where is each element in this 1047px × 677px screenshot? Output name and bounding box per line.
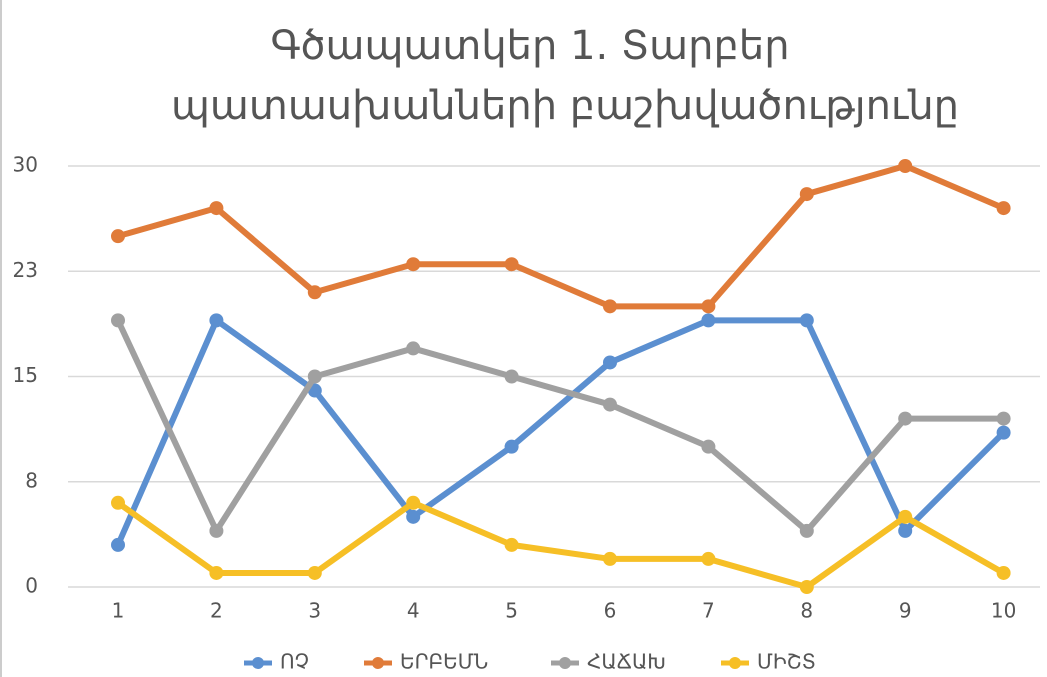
legend-marker	[372, 657, 384, 669]
data-point	[406, 341, 421, 356]
data-point	[799, 523, 814, 538]
data-point	[111, 313, 125, 328]
data-point	[209, 313, 224, 328]
data-point	[111, 537, 125, 552]
y-tick-label: 30	[13, 153, 38, 177]
data-point	[701, 313, 716, 328]
series-line	[115, 163, 1007, 310]
data-point	[996, 425, 1011, 440]
data-point	[898, 159, 913, 173]
data-point	[111, 495, 125, 510]
legend-label: ՈՉ	[280, 650, 309, 674]
data-point	[504, 439, 519, 454]
data-point	[603, 299, 617, 314]
data-point	[898, 509, 913, 524]
data-point	[799, 580, 814, 594]
x-tick-label: 3	[308, 599, 321, 623]
data-point	[209, 523, 224, 538]
data-point	[603, 551, 617, 566]
x-tick-label: 8	[800, 599, 813, 623]
data-point	[996, 565, 1011, 580]
data-point	[406, 257, 421, 272]
x-tick-label: 1	[112, 599, 125, 623]
data-point	[799, 187, 814, 202]
data-point	[799, 313, 814, 328]
data-point	[307, 285, 322, 300]
data-point	[603, 355, 617, 370]
y-tick-label: 23	[13, 258, 38, 282]
data-point	[307, 565, 322, 580]
chart-title: Գծապատկեր 1. Տարբեր	[270, 23, 789, 69]
series-line	[115, 317, 1007, 534]
y-tick-label: 15	[13, 363, 38, 387]
x-tick-label: 10	[991, 599, 1016, 623]
x-tick-label: 7	[702, 599, 715, 623]
legend-marker	[252, 657, 264, 669]
data-point	[898, 523, 913, 538]
x-tick-label: 6	[604, 599, 617, 623]
data-point	[898, 411, 913, 426]
data-point	[307, 369, 322, 384]
data-point	[111, 229, 125, 244]
chart-title: պատասխանների բաշխվածությունը	[171, 83, 959, 129]
y-tick-label: 0	[25, 574, 38, 598]
data-point	[504, 369, 519, 384]
legend-label: ՄԻՇՏ	[757, 650, 816, 674]
legend-label: ԵՐԲԵՄՆ	[400, 650, 488, 674]
data-point	[504, 537, 519, 552]
data-point	[996, 201, 1011, 216]
x-tick-label: 9	[899, 599, 912, 623]
data-point	[209, 201, 224, 216]
data-point	[209, 565, 224, 580]
data-point	[996, 411, 1011, 426]
data-point	[406, 509, 421, 524]
data-point	[504, 257, 519, 272]
legend-marker	[559, 657, 571, 669]
data-point	[701, 439, 716, 454]
data-point	[406, 495, 421, 510]
x-tick-label: 5	[505, 599, 518, 623]
y-tick-label: 8	[25, 468, 38, 492]
legend-label: ՀԱՃԱԽ	[587, 650, 666, 674]
x-tick-label: 4	[407, 599, 420, 623]
legend-marker	[729, 657, 741, 669]
data-point	[701, 299, 716, 314]
data-point	[701, 551, 716, 566]
data-point	[603, 397, 617, 412]
series-line	[115, 317, 1007, 548]
x-tick-label: 2	[210, 599, 223, 623]
series-line	[115, 499, 1007, 590]
